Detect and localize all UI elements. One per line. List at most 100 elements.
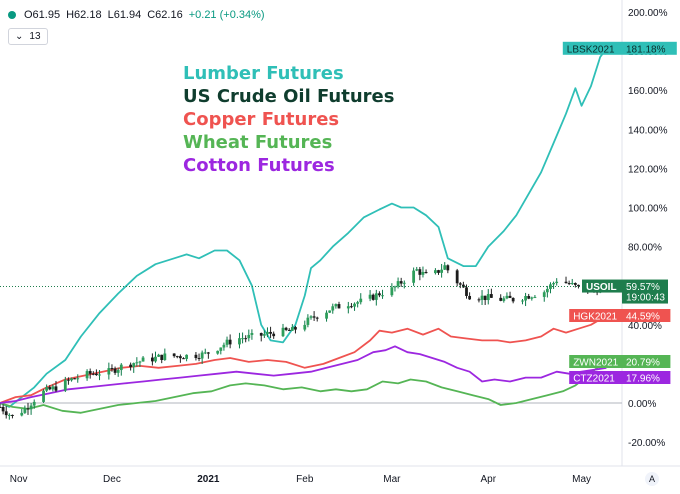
candle-body	[110, 368, 114, 370]
candle-body	[138, 361, 142, 363]
x-tick-label: Nov	[10, 474, 28, 485]
series-value-badge	[622, 279, 668, 304]
candle-body	[262, 334, 266, 336]
candle-body	[418, 269, 422, 275]
candle-body	[446, 265, 450, 271]
candle-body	[132, 363, 136, 368]
candle-body	[371, 294, 375, 300]
candle-body	[1, 406, 5, 412]
y-tick-label: 120.00%	[628, 164, 668, 175]
candle-body	[135, 362, 139, 364]
series-value-label: 20.79%	[626, 358, 660, 369]
candle-body	[511, 297, 515, 302]
candle-body	[26, 408, 30, 410]
series-name-badge	[562, 41, 622, 55]
candle-body	[486, 294, 490, 301]
candle-body	[73, 378, 77, 380]
candle-body	[390, 287, 394, 296]
y-tick-label: 160.00%	[628, 86, 668, 97]
candle-body	[150, 357, 154, 362]
candle-body	[294, 327, 297, 330]
candle-body	[266, 331, 269, 335]
candle-body	[238, 338, 241, 345]
series-line-ctz2021	[0, 345, 607, 404]
candle-body	[29, 405, 33, 410]
candle-body	[250, 333, 254, 335]
candle-body	[178, 356, 182, 359]
candle-body	[241, 338, 244, 340]
ohlc-readout: O61.95 H62.18 L61.94 C62.16 +0.21 (+0.34…	[8, 6, 265, 24]
candle-body	[465, 287, 468, 296]
candle-body	[443, 265, 447, 270]
series-name-badge	[569, 355, 622, 368]
series-name-badge	[582, 279, 622, 293]
legend-entry: Copper Futures	[183, 109, 339, 130]
candle-body	[4, 411, 8, 416]
candle-body	[157, 354, 161, 357]
candle-body	[334, 304, 338, 307]
candle-body	[216, 350, 220, 354]
candle-body	[524, 296, 527, 301]
series-candles-usoil	[0, 262, 602, 420]
y-tick-label: 40.00%	[628, 321, 662, 332]
candle-body	[312, 316, 316, 318]
candle-body	[483, 295, 487, 301]
candle-body	[98, 374, 101, 376]
candle-body	[91, 373, 95, 375]
series-name-label: LBSK2021	[567, 44, 615, 55]
badge-cotton: CTZ2021 17.96%	[569, 371, 671, 385]
series-value-label: 44.59%	[626, 312, 660, 323]
candle-body	[480, 295, 484, 300]
candle-body	[269, 331, 272, 334]
candle-body	[172, 353, 176, 357]
candle-body	[402, 282, 406, 284]
indicators-toggle-button[interactable]: ⌄ 13	[8, 28, 48, 45]
candle-body	[393, 286, 397, 288]
y-tick-label: 100.00%	[628, 204, 668, 215]
candle-body	[527, 296, 531, 299]
countdown-label: 19:00:43	[626, 293, 665, 304]
badge-lumber: LBSK2021 181.18%	[562, 41, 677, 55]
indicators-count: 13	[29, 31, 41, 42]
x-tick-label: 2021	[197, 474, 220, 485]
candle-body	[306, 317, 310, 325]
candle-body	[51, 386, 55, 390]
candle-body	[415, 269, 419, 271]
candle-body	[350, 306, 353, 308]
legend-entry: US Crude Oil Futures	[183, 86, 394, 107]
candle-body	[206, 352, 210, 354]
auto-scale-button[interactable]: A	[645, 472, 659, 486]
candle-body	[396, 281, 400, 287]
ohlc-low: L61.94	[107, 9, 142, 21]
candle-body	[378, 293, 381, 296]
candle-body	[113, 368, 117, 373]
y-tick-label: -20.00%	[628, 438, 665, 449]
candle-body	[54, 386, 58, 391]
candle-body	[259, 333, 263, 336]
candle-body	[437, 270, 440, 273]
candle-body	[468, 295, 472, 300]
series-name-badge	[569, 309, 622, 322]
candle-body	[499, 297, 503, 301]
candle-body	[381, 295, 384, 297]
candle-body	[328, 310, 332, 313]
candle-body	[555, 281, 559, 284]
candle-body	[160, 354, 164, 361]
candle-body	[337, 304, 341, 309]
candle-body	[272, 333, 276, 337]
candle-body	[85, 371, 89, 379]
candle-body	[412, 270, 416, 283]
candle-body	[11, 414, 14, 416]
candle-body	[331, 306, 335, 311]
candle-body	[67, 379, 70, 381]
legend-entry: Lumber Futures	[183, 63, 344, 84]
candle-body	[552, 283, 555, 285]
candle-body	[116, 370, 120, 373]
candle-body	[434, 270, 437, 274]
candle-body	[197, 358, 201, 360]
candle-body	[577, 284, 580, 287]
legend-entry: Wheat Futures	[183, 132, 332, 153]
candle-body	[461, 284, 465, 288]
